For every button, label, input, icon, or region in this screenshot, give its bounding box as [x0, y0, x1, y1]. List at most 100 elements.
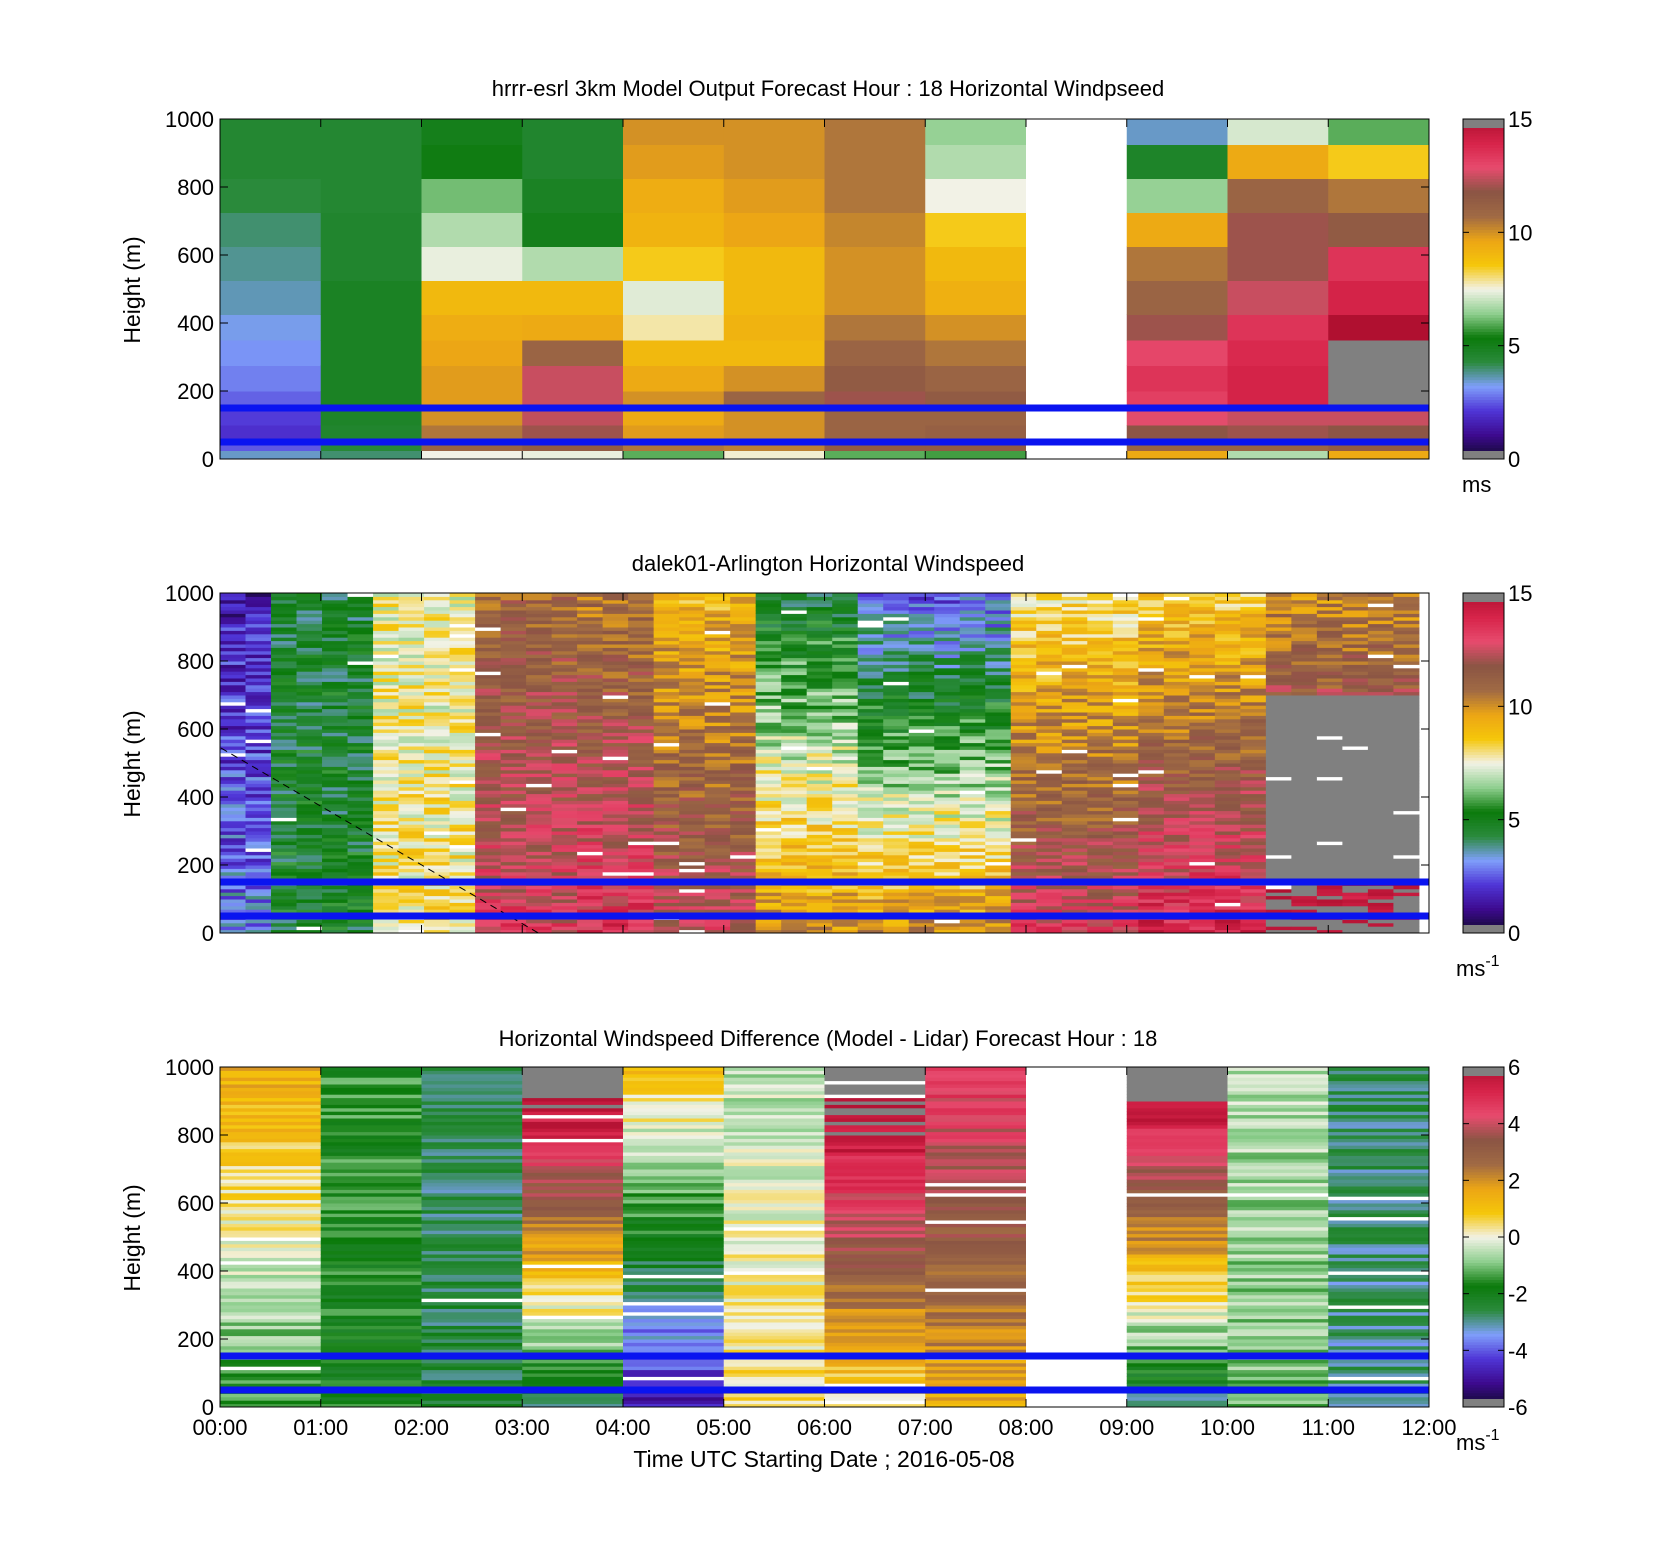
colorbar-step	[1463, 365, 1504, 369]
heatmap-cell	[220, 905, 247, 910]
heatmap-cell	[1087, 661, 1114, 665]
heatmap-cell	[1061, 620, 1088, 625]
heatmap-cell	[1342, 698, 1369, 703]
heatmap-cell	[755, 803, 782, 808]
heatmap-cell	[832, 691, 859, 696]
heatmap-cell	[1189, 868, 1216, 873]
heatmap-cell	[373, 654, 400, 659]
heatmap-cell	[577, 885, 604, 890]
heatmap-cell	[934, 647, 961, 652]
heatmap-cell	[755, 922, 782, 927]
heatmap-cell	[220, 654, 247, 659]
heatmap-cell	[1291, 640, 1318, 645]
heatmap-cell	[985, 667, 1012, 672]
heatmap-cell	[220, 742, 247, 747]
heatmap-cell	[653, 749, 680, 754]
heatmap-cell	[245, 644, 272, 648]
heatmap-cell	[398, 807, 425, 812]
heatmap-cell	[1291, 865, 1318, 869]
heatmap-cell	[755, 793, 782, 798]
heatmap-cell	[449, 929, 476, 934]
heatmap-cell	[1316, 793, 1343, 798]
heatmap-cell	[781, 661, 808, 665]
heatmap-cell	[704, 633, 731, 638]
heatmap-cell	[679, 763, 706, 767]
heatmap-cell	[577, 752, 604, 757]
heatmap-cell	[1265, 844, 1292, 849]
heatmap-cell	[1316, 892, 1343, 897]
heatmap-cell	[1138, 780, 1165, 784]
heatmap-cell	[424, 756, 451, 761]
heatmap-cell	[628, 865, 655, 869]
heatmap-cell	[398, 708, 425, 713]
heatmap-cell	[1214, 708, 1241, 713]
heatmap-cell	[628, 718, 655, 723]
heatmap-cell	[522, 408, 624, 426]
heatmap-cell	[1342, 705, 1369, 710]
heatmap-cell	[1214, 783, 1241, 788]
heatmap-cell	[985, 854, 1012, 859]
heatmap-cell	[398, 854, 425, 859]
heatmap-cell	[1087, 780, 1114, 784]
heatmap-cell	[1036, 892, 1063, 897]
heatmap-cell	[1342, 739, 1369, 744]
heatmap-cell	[730, 712, 757, 716]
heatmap-cell	[500, 596, 527, 601]
heatmap-cell	[883, 776, 910, 781]
colorbar-step	[1463, 447, 1504, 451]
heatmap-cell	[475, 640, 502, 645]
heatmap-cell	[373, 831, 400, 835]
heatmap-cell	[551, 684, 578, 689]
heatmap-cell	[1291, 827, 1318, 832]
heatmap-cell	[526, 820, 553, 825]
heatmap-cell	[551, 705, 578, 710]
heatmap-cell	[424, 926, 451, 931]
heatmap-cell	[449, 848, 476, 852]
heatmap-cell	[730, 739, 757, 744]
heatmap-cell	[730, 708, 757, 713]
heatmap-cell	[1010, 620, 1037, 625]
heatmap-cell	[220, 712, 247, 716]
heatmap-cell	[1036, 678, 1063, 682]
heatmap-cell	[551, 708, 578, 713]
heatmap-cell	[398, 640, 425, 645]
heatmap-cell	[1316, 827, 1343, 832]
heatmap-cell	[296, 783, 323, 788]
heatmap-cell	[526, 616, 553, 621]
heatmap-cell	[730, 661, 757, 665]
heatmap-cell	[1291, 776, 1318, 781]
heatmap-cell	[1138, 729, 1165, 733]
heatmap-cell	[602, 644, 629, 648]
heatmap-cell	[730, 640, 757, 645]
heatmap-cell	[1112, 593, 1139, 597]
heatmap-cell	[1367, 769, 1394, 774]
heatmap-cell	[934, 848, 961, 852]
heatmap-cell	[1316, 623, 1343, 628]
heatmap-cell	[1316, 630, 1343, 635]
heatmap-cell	[730, 929, 757, 934]
heatmap-cell	[398, 735, 425, 740]
heatmap-cell	[1367, 861, 1394, 866]
heatmap-cell	[551, 786, 578, 791]
heatmap-cell	[1367, 678, 1394, 682]
heatmap-cell	[679, 606, 706, 611]
heatmap-cell	[577, 899, 604, 903]
heatmap-cell	[1163, 650, 1190, 655]
heatmap-cell	[1061, 661, 1088, 665]
heatmap-cell	[1214, 793, 1241, 798]
heatmap-cell	[959, 603, 986, 608]
heatmap-cell	[449, 793, 476, 798]
heatmap-cell	[1010, 715, 1037, 720]
heatmap-cell	[1316, 633, 1343, 638]
heatmap-cell	[296, 820, 323, 825]
heatmap-cell	[347, 746, 374, 750]
heatmap-cell	[628, 793, 655, 798]
heatmap-cell	[1087, 783, 1114, 788]
heatmap-cell	[628, 640, 655, 645]
heatmap-cell	[347, 837, 374, 842]
heatmap-cell	[1163, 657, 1190, 662]
heatmap-cell	[832, 909, 859, 914]
heatmap-cell	[1138, 640, 1165, 645]
heatmap-cell	[522, 450, 624, 460]
heatmap-cell	[424, 613, 451, 618]
